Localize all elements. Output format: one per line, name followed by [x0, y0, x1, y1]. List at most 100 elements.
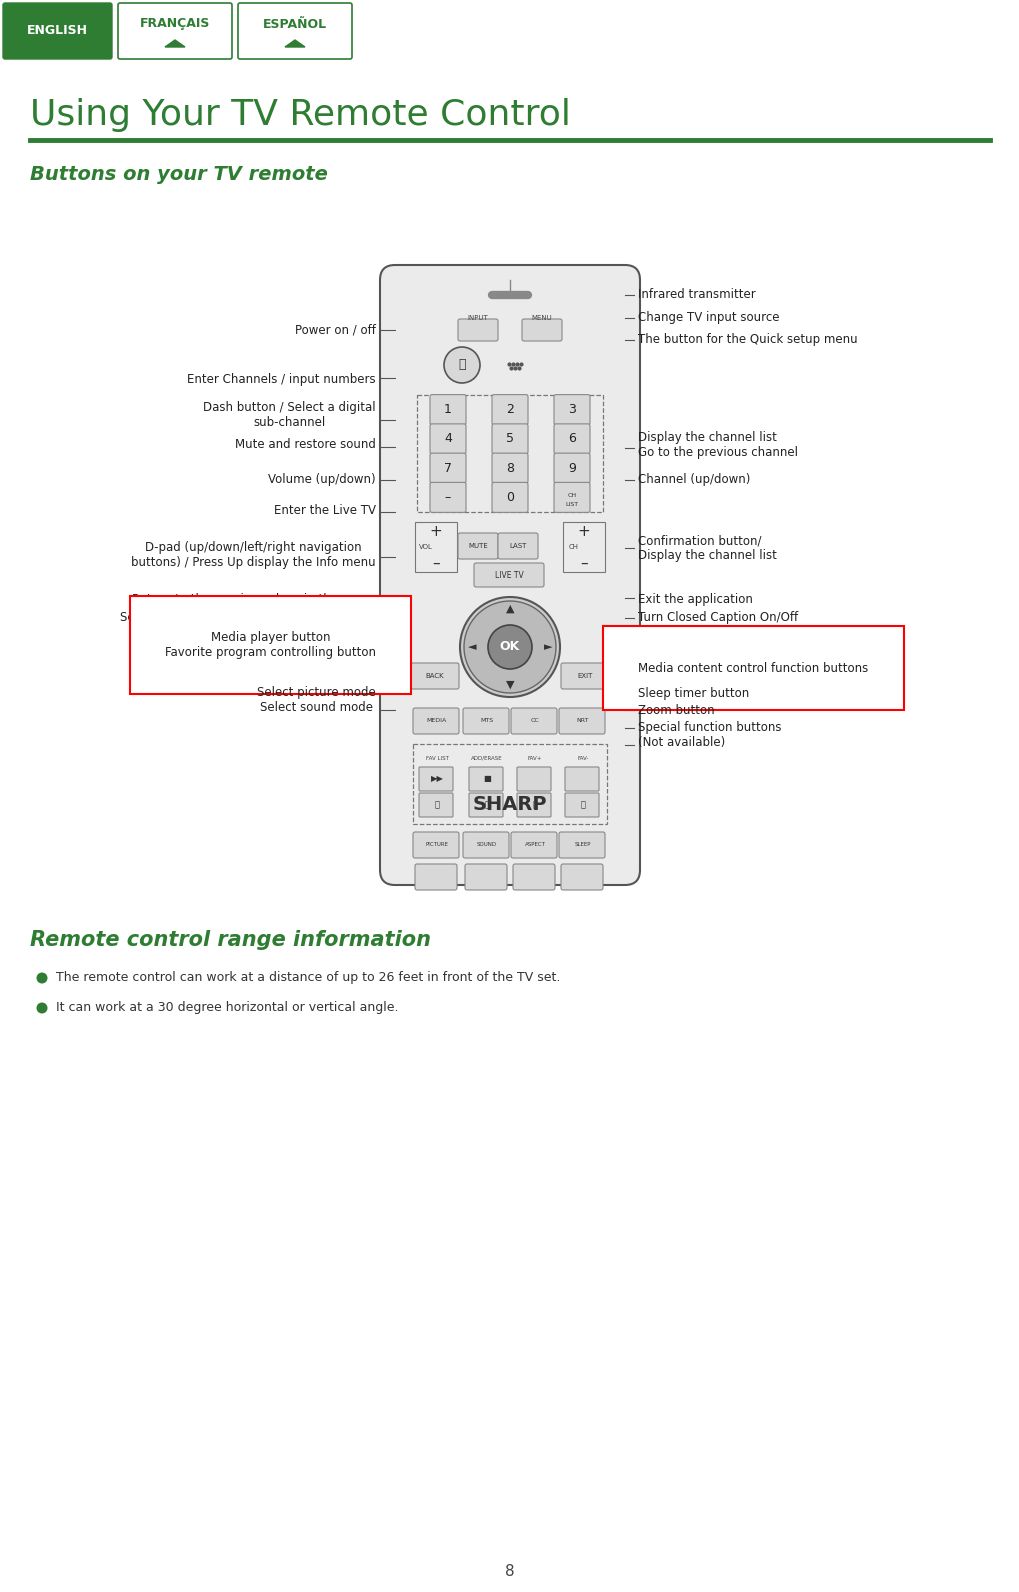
Text: MENU: MENU: [531, 315, 552, 322]
Text: SHARP: SHARP: [472, 796, 547, 815]
Text: Change TV input source: Change TV input source: [637, 312, 779, 325]
FancyBboxPatch shape: [458, 318, 497, 341]
FancyBboxPatch shape: [463, 708, 508, 734]
FancyBboxPatch shape: [553, 482, 589, 513]
Text: –: –: [580, 556, 587, 570]
Text: Set the audio language (Multi Track Sound): Set the audio language (Multi Track Soun…: [120, 611, 376, 624]
Text: PICTURE: PICTURE: [425, 842, 448, 847]
Text: Confirmation button/
Display the channel list: Confirmation button/ Display the channel…: [637, 533, 776, 562]
FancyBboxPatch shape: [560, 864, 602, 890]
Text: MTS: MTS: [480, 718, 493, 723]
FancyBboxPatch shape: [430, 423, 466, 454]
Text: ADD/ERASE: ADD/ERASE: [471, 756, 502, 761]
FancyBboxPatch shape: [415, 864, 457, 890]
Text: Special function buttons
(Not available): Special function buttons (Not available): [637, 721, 781, 748]
Text: CH: CH: [569, 544, 579, 549]
Text: ⏭: ⏭: [484, 801, 489, 809]
Text: Turn Closed Caption On/Off: Turn Closed Caption On/Off: [637, 611, 797, 624]
Text: SLEEP: SLEEP: [574, 842, 591, 847]
Text: LIVE TV: LIVE TV: [494, 570, 523, 579]
FancyBboxPatch shape: [513, 864, 554, 890]
FancyBboxPatch shape: [237, 3, 352, 59]
Text: Mute and restore sound: Mute and restore sound: [235, 438, 376, 452]
Text: ENGLISH: ENGLISH: [26, 24, 88, 38]
Text: –: –: [432, 556, 439, 570]
Text: Select picture mode
Select sound mode: Select picture mode Select sound mode: [257, 686, 376, 713]
FancyBboxPatch shape: [465, 864, 506, 890]
Text: Remote control range information: Remote control range information: [30, 930, 431, 950]
Text: Infrared transmitter: Infrared transmitter: [637, 288, 755, 301]
Text: CH: CH: [567, 494, 576, 498]
Text: FAV-: FAV-: [577, 756, 588, 761]
Text: ⏮: ⏮: [434, 801, 439, 809]
Text: Media content control function buttons: Media content control function buttons: [637, 662, 867, 675]
Text: Buttons on your TV remote: Buttons on your TV remote: [30, 166, 327, 185]
Text: The button for the Quick setup menu: The button for the Quick setup menu: [637, 333, 857, 347]
FancyBboxPatch shape: [553, 423, 589, 454]
Text: FAV LIST: FAV LIST: [425, 756, 448, 761]
Circle shape: [460, 597, 559, 697]
FancyBboxPatch shape: [469, 767, 502, 791]
FancyBboxPatch shape: [511, 833, 556, 858]
FancyBboxPatch shape: [511, 708, 556, 734]
Text: ■: ■: [483, 774, 490, 783]
FancyBboxPatch shape: [497, 533, 537, 559]
Bar: [562, 522, 604, 572]
FancyBboxPatch shape: [458, 533, 497, 559]
Polygon shape: [284, 40, 305, 48]
Text: 8: 8: [504, 1565, 515, 1579]
FancyBboxPatch shape: [463, 833, 508, 858]
Text: ►: ►: [543, 642, 551, 653]
Text: Media player button
Favorite program controlling button: Media player button Favorite program con…: [165, 630, 376, 659]
Text: OK: OK: [499, 640, 520, 653]
Circle shape: [487, 626, 532, 669]
Text: ASPECT: ASPECT: [524, 842, 545, 847]
Text: 9: 9: [568, 462, 576, 474]
FancyBboxPatch shape: [491, 423, 528, 454]
Text: Enter Channels / input numbers: Enter Channels / input numbers: [187, 374, 376, 387]
FancyBboxPatch shape: [430, 395, 466, 425]
Text: 0: 0: [505, 490, 514, 505]
Text: MEDIA: MEDIA: [427, 718, 446, 723]
FancyBboxPatch shape: [558, 708, 604, 734]
Text: 3: 3: [568, 403, 576, 416]
Text: 2: 2: [505, 403, 514, 416]
Bar: [415, 522, 457, 572]
Text: Return to the previous place in the menu: Return to the previous place in the menu: [132, 594, 376, 607]
FancyBboxPatch shape: [413, 708, 459, 734]
Text: Exit the application: Exit the application: [637, 594, 752, 607]
Text: SOUND: SOUND: [477, 842, 496, 847]
Text: ⏪: ⏪: [532, 801, 537, 809]
Text: ⏩: ⏩: [580, 801, 585, 809]
Bar: [417, 395, 602, 513]
Text: ◄: ◄: [468, 642, 476, 653]
FancyBboxPatch shape: [474, 564, 543, 587]
Text: Choose to leave the Video description
feature On or Off (Narration): Choose to leave the Video description fe…: [637, 629, 862, 657]
FancyBboxPatch shape: [553, 395, 589, 425]
Text: ⏻: ⏻: [458, 358, 466, 371]
Bar: [413, 743, 606, 825]
Text: 6: 6: [568, 433, 576, 446]
FancyBboxPatch shape: [419, 767, 452, 791]
FancyBboxPatch shape: [413, 833, 459, 858]
Text: Using Your TV Remote Control: Using Your TV Remote Control: [30, 99, 571, 132]
FancyBboxPatch shape: [565, 793, 598, 817]
Text: The remote control can work at a distance of up to 26 feet in front of the TV se: The remote control can work at a distanc…: [56, 971, 559, 984]
Text: Zoom button: Zoom button: [637, 704, 714, 716]
Text: FAV+: FAV+: [527, 756, 542, 761]
FancyBboxPatch shape: [469, 793, 502, 817]
Text: VOL: VOL: [419, 544, 432, 549]
FancyBboxPatch shape: [522, 318, 561, 341]
Text: ▲: ▲: [505, 603, 514, 615]
Text: ▼: ▼: [505, 680, 514, 689]
Text: 8: 8: [505, 462, 514, 474]
Text: 4: 4: [443, 433, 451, 446]
Text: D-pad (up/down/left/right navigation
buttons) / Press Up display the Info menu: D-pad (up/down/left/right navigation but…: [131, 541, 376, 568]
Circle shape: [37, 1003, 48, 1014]
Text: Dash button / Select a digital
sub-channel: Dash button / Select a digital sub-chann…: [203, 401, 376, 428]
FancyBboxPatch shape: [553, 454, 589, 482]
FancyBboxPatch shape: [565, 767, 598, 791]
Text: NRT: NRT: [577, 718, 589, 723]
Text: CC: CC: [530, 718, 539, 723]
Text: LAST: LAST: [508, 543, 526, 549]
